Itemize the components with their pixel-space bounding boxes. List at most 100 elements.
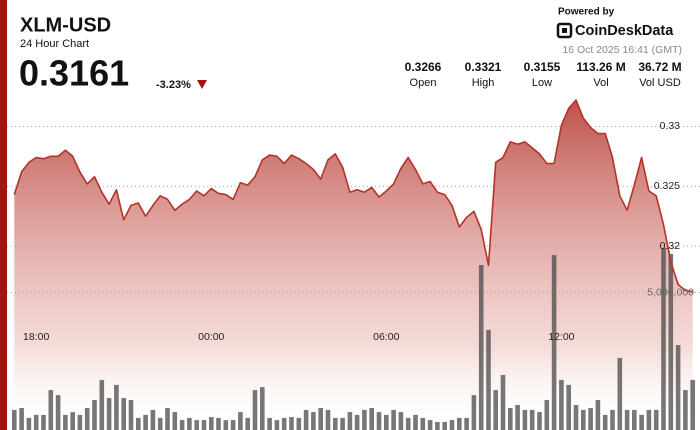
volume-bar bbox=[405, 417, 411, 430]
down-arrow bbox=[197, 80, 207, 89]
volume-bar bbox=[391, 409, 396, 430]
y-tick-label: 0.32 bbox=[660, 240, 681, 252]
volume-bar bbox=[354, 414, 360, 430]
volume-bar bbox=[201, 420, 207, 430]
volume-bar bbox=[209, 417, 214, 430]
price-area bbox=[14, 100, 693, 430]
x-tick-label: 12:00 bbox=[548, 331, 574, 343]
volume-bar bbox=[172, 412, 178, 430]
volume-bar bbox=[150, 409, 156, 430]
volume-bar bbox=[165, 408, 170, 430]
volume-bar bbox=[84, 408, 90, 430]
volume-bar bbox=[77, 414, 83, 430]
volume-bar bbox=[19, 408, 24, 430]
volume-bar bbox=[632, 409, 637, 430]
volume-bar bbox=[675, 345, 681, 430]
volume-bar bbox=[493, 390, 498, 430]
volume-bar bbox=[610, 409, 615, 430]
volume-bar bbox=[420, 417, 426, 430]
volume-bar bbox=[216, 417, 221, 430]
volume-bar bbox=[661, 248, 666, 430]
volume-bar bbox=[551, 255, 557, 430]
volume-bar bbox=[274, 420, 280, 430]
stat-value: 113.26 M bbox=[576, 60, 625, 74]
plot: 0.32 0.325 0.33 5,000,000 18:00 00:00 06:00 12:… bbox=[7, 99, 700, 430]
volume-bar bbox=[311, 412, 316, 430]
volume-bar bbox=[106, 398, 112, 430]
volume-bar bbox=[573, 405, 579, 430]
volume-bar bbox=[230, 420, 236, 430]
timestamp: 16 Oct 2025 16:41 (GMT) bbox=[562, 44, 682, 56]
volume-bar bbox=[340, 417, 345, 430]
volume-bar bbox=[179, 420, 185, 430]
volume-bar bbox=[668, 254, 674, 430]
stats: 0.3266 Open 0.3321 High 0.3155 Low 113.26 M Vol… bbox=[405, 60, 682, 89]
volume-bar bbox=[63, 414, 68, 430]
stat-label: Vol USD bbox=[639, 77, 681, 89]
volume-bar bbox=[500, 375, 506, 430]
stat-value: 0.3266 bbox=[405, 60, 442, 74]
side-stripe bbox=[0, 0, 7, 430]
volume-bar bbox=[617, 357, 623, 430]
y2-tick-label: 5,000,000 bbox=[647, 286, 694, 298]
volume-bar bbox=[362, 409, 367, 430]
change: -3.23% bbox=[156, 79, 191, 91]
volume-bar bbox=[114, 384, 119, 430]
volume-bar bbox=[128, 400, 134, 430]
volume-bar bbox=[238, 412, 243, 430]
volume-bar bbox=[245, 417, 250, 430]
volume-bar bbox=[41, 414, 46, 430]
volume-bar bbox=[347, 412, 353, 430]
volume-bar bbox=[544, 400, 550, 430]
volume-bar bbox=[376, 412, 382, 430]
volume-bar bbox=[690, 379, 695, 430]
brand: CoinDeskData bbox=[575, 23, 674, 39]
volume-bar bbox=[143, 414, 148, 430]
volume-bar bbox=[384, 414, 389, 430]
stat-label: High bbox=[472, 77, 495, 89]
volume-bar bbox=[303, 409, 309, 430]
volume-bar bbox=[435, 422, 440, 430]
volume-bar bbox=[194, 420, 199, 430]
volume-bar bbox=[296, 417, 302, 430]
volume-bar bbox=[624, 409, 630, 430]
volume-bar bbox=[281, 417, 287, 430]
volume-bar bbox=[26, 417, 32, 430]
volume-bar bbox=[413, 414, 418, 430]
volume-bar bbox=[333, 417, 338, 430]
volume-bar bbox=[48, 390, 54, 430]
logo bbox=[556, 22, 573, 39]
volume-bar bbox=[325, 409, 331, 430]
volume-bar bbox=[55, 395, 61, 430]
powered-by: Powered by bbox=[558, 7, 615, 18]
volume-bar bbox=[559, 379, 564, 430]
volume-bar bbox=[136, 417, 141, 430]
volume-bar bbox=[121, 398, 126, 430]
volume-bar bbox=[515, 405, 520, 430]
x-tick-label: 00:00 bbox=[198, 331, 224, 343]
price: 0.3161 bbox=[19, 53, 129, 94]
volume-bar bbox=[427, 420, 433, 430]
volume-bar bbox=[566, 384, 571, 430]
volume-bar bbox=[99, 379, 105, 430]
volume-bar bbox=[464, 417, 469, 430]
volume-bar bbox=[398, 412, 404, 430]
volume-bar bbox=[33, 414, 39, 430]
volume-bar bbox=[478, 265, 484, 430]
volume-bar bbox=[595, 400, 601, 430]
volume-bar bbox=[289, 417, 294, 430]
volume-bar bbox=[318, 408, 323, 430]
title: XLM-USD bbox=[20, 14, 111, 36]
stat-value: 0.3155 bbox=[524, 60, 561, 74]
volume-bar bbox=[471, 395, 477, 430]
y-tick-label: 0.33 bbox=[660, 120, 681, 132]
stat-label: Vol bbox=[593, 77, 608, 89]
volume-bar bbox=[588, 408, 593, 430]
volume-bar bbox=[449, 420, 455, 430]
volume-bar bbox=[486, 329, 491, 430]
volume-bar bbox=[529, 409, 535, 430]
subtitle: 24 Hour Chart bbox=[20, 38, 89, 50]
volume-bar bbox=[508, 408, 513, 430]
volume-bar bbox=[602, 414, 608, 430]
